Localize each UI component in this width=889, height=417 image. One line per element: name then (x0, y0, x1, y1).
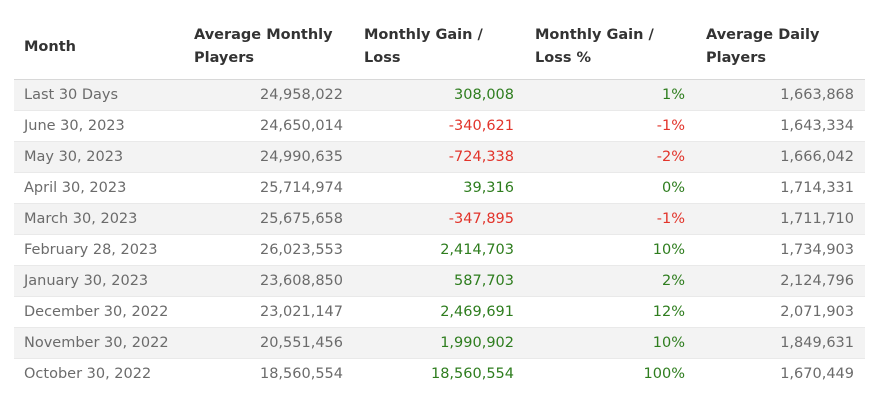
cell-monthly-gain-loss-pct: 1% (525, 79, 696, 111)
cell-avg-daily-players: 1,663,868 (696, 79, 865, 111)
cell-month: January 30, 2023 (14, 265, 184, 297)
cell-avg-daily-players: 2,071,903 (696, 296, 865, 328)
column-header-monthly-gain-loss[interactable]: Monthly Gain / Loss (354, 14, 525, 80)
cell-monthly-gain-loss-pct: -1% (525, 203, 696, 235)
cell-monthly-gain-loss-pct: 12% (525, 296, 696, 328)
table-body: Last 30 Days 24,958,022 308,008 1% 1,663,868… (14, 79, 865, 390)
cell-avg-daily-players: 1,711,710 (696, 203, 865, 235)
table-row: October 30, 2022 18,560,554 18,560,554 100%… (14, 359, 865, 390)
cell-monthly-gain-loss: 308,008 (354, 79, 525, 111)
cell-avg-monthly-players: 25,714,974 (184, 172, 354, 204)
cell-monthly-gain-loss: -724,338 (354, 141, 525, 173)
cell-avg-monthly-players: 20,551,456 (184, 327, 354, 359)
cell-avg-monthly-players: 23,021,147 (184, 296, 354, 328)
cell-month: March 30, 2023 (14, 203, 184, 235)
cell-monthly-gain-loss: 1,990,902 (354, 327, 525, 359)
cell-month: June 30, 2023 (14, 110, 184, 142)
table-row: March 30, 2023 25,675,658 -347,895 -1% 1,711… (14, 203, 865, 235)
cell-monthly-gain-loss-pct: 0% (525, 172, 696, 204)
cell-avg-daily-players: 1,670,449 (780, 366, 854, 382)
player-stats-table-container: Month Average Monthly Players Monthly Ga… (14, 14, 865, 389)
cell-monthly-gain-loss-pct: 10% (525, 327, 696, 359)
cell-avg-daily-players: 1,714,331 (696, 172, 865, 204)
cell-monthly-gain-loss: 39,316 (354, 172, 525, 204)
table-row: December 30, 2022 23,021,147 2,469,691 12% 2… (14, 296, 865, 328)
cell-monthly-gain-loss: -347,895 (354, 203, 525, 235)
cell-monthly-gain-loss: 2,469,691 (354, 296, 525, 328)
cell-monthly-gain-loss-pct: 10% (525, 234, 696, 266)
cell-month: Last 30 Days (14, 79, 184, 111)
cell-avg-daily-players: 1,643,334 (696, 110, 865, 142)
player-stats-table: Month Average Monthly Players Monthly Ga… (14, 14, 865, 389)
cell-month: February 28, 2023 (14, 234, 184, 266)
column-header-month[interactable]: Month (14, 14, 184, 80)
table-row: June 30, 2023 24,650,014 -340,621 -1% 1,643,… (14, 110, 865, 142)
cell-avg-monthly-players: 24,990,635 (184, 141, 354, 173)
table-row: January 30, 2023 23,608,850 587,703 2% 2,124… (14, 265, 865, 297)
cell-monthly-gain-loss: 587,703 (354, 265, 525, 297)
cell-month: November 30, 2022 (14, 327, 184, 359)
cell-monthly-gain-loss-pct: -2% (525, 141, 696, 173)
cell-avg-monthly-players: 24,958,022 (184, 79, 354, 111)
cell-avg-daily-players: 1,849,631 (696, 327, 865, 359)
cell-avg-monthly-players: 24,650,014 (184, 110, 354, 142)
cell-avg-monthly-players: 23,608,850 (184, 265, 354, 297)
cell-avg-monthly-players: 25,675,658 (184, 203, 354, 235)
cell-avg-daily-players: 1,666,042 (696, 141, 865, 173)
table-row: April 30, 2023 25,714,974 39,316 0% 1,714,33… (14, 172, 865, 204)
cell-avg-monthly-players: 18,560,554 (259, 366, 343, 382)
cell-month: October 30, 2022 (24, 366, 152, 382)
table-row: November 30, 2022 20,551,456 1,990,902 10% 1… (14, 327, 865, 359)
cell-month: December 30, 2022 (14, 296, 184, 328)
cell-monthly-gain-loss-pct: 2% (525, 265, 696, 297)
column-header-avg-monthly-players[interactable]: Average Monthly Players (184, 14, 354, 80)
column-header-monthly-gain-loss-pct[interactable]: Monthly Gain / Loss % (525, 14, 696, 80)
column-header-avg-daily-players[interactable]: Average Daily Players (696, 14, 865, 80)
cell-monthly-gain-loss-pct: -1% (525, 110, 696, 142)
cell-avg-monthly-players: 26,023,553 (184, 234, 354, 266)
table-header: Month Average Monthly Players Monthly Ga… (14, 14, 865, 80)
cell-monthly-gain-loss: -340,621 (354, 110, 525, 142)
cell-monthly-gain-loss: 18,560,554 (430, 366, 514, 382)
header-row: Month Average Monthly Players Monthly Ga… (14, 14, 865, 80)
cell-month: April 30, 2023 (14, 172, 184, 204)
cell-month: May 30, 2023 (14, 141, 184, 173)
cell-monthly-gain-loss: 2,414,703 (354, 234, 525, 266)
cell-avg-daily-players: 1,734,903 (696, 234, 865, 266)
cell-avg-daily-players: 2,124,796 (696, 265, 865, 297)
table-row: Last 30 Days 24,958,022 308,008 1% 1,663,868 (14, 79, 865, 111)
cell-monthly-gain-loss-pct: 100% (643, 366, 685, 382)
table-row: February 28, 2023 26,023,553 2,414,703 10% 1… (14, 234, 865, 266)
table-row: May 30, 2023 24,990,635 -724,338 -2% 1,666,0… (14, 141, 865, 173)
